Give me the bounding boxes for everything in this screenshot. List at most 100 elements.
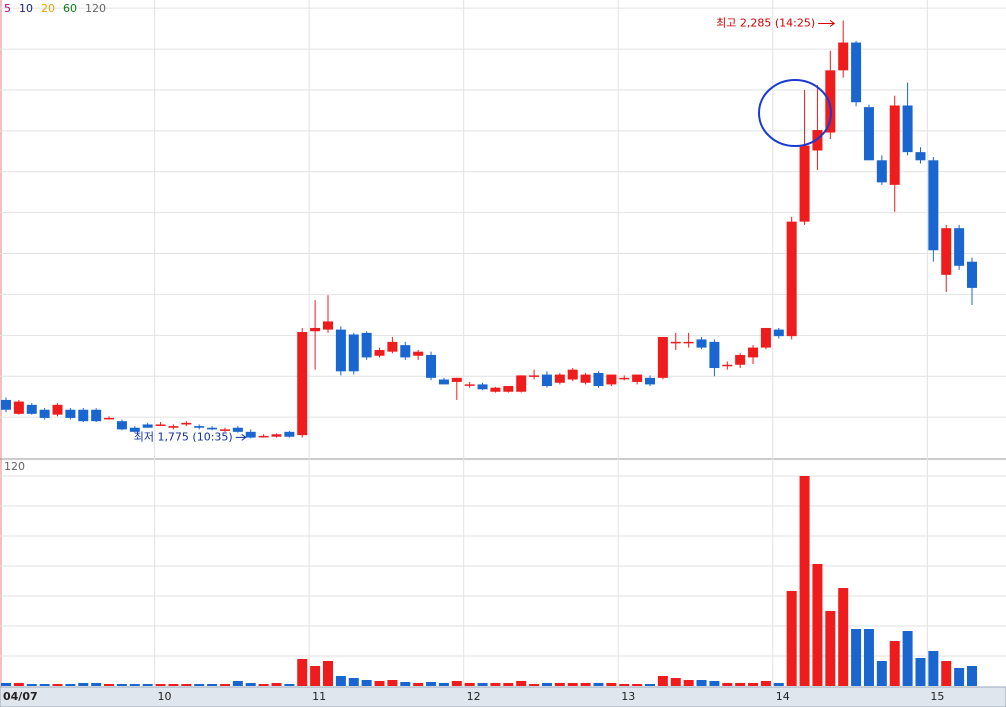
- volume-bar: [593, 683, 604, 686]
- candle-body: [606, 374, 617, 385]
- candle-body: [709, 341, 720, 369]
- candle-body: [155, 424, 166, 426]
- x-tick-label: 11: [312, 690, 326, 703]
- candle-body: [413, 351, 424, 356]
- volume-bar: [606, 683, 617, 686]
- candle-body: [477, 384, 488, 390]
- annotation-arrow: [818, 20, 836, 27]
- volume-bar: [361, 680, 372, 686]
- volume-bar: [477, 683, 488, 686]
- candle-body: [683, 341, 694, 344]
- candle-body: [902, 105, 913, 153]
- candle-body: [567, 369, 578, 380]
- x-tick-label: 15: [930, 690, 944, 703]
- volume-bar: [709, 681, 720, 686]
- x-tick-label: 13: [621, 690, 635, 703]
- volume-bar: [387, 680, 398, 686]
- candle-body: [271, 434, 282, 437]
- candle-body: [876, 160, 887, 183]
- volume-bar: [683, 680, 694, 686]
- volume-bar: [670, 678, 681, 686]
- volume-bar: [104, 684, 115, 686]
- volume-bar: [773, 683, 784, 686]
- candle-body: [954, 228, 965, 266]
- volume-bar: [181, 684, 192, 686]
- volume-bar: [799, 476, 810, 686]
- candle-body: [374, 350, 385, 356]
- candle-body: [258, 435, 269, 438]
- volume-bar: [438, 683, 449, 686]
- annotation-arrow: [235, 433, 247, 441]
- legend-label: 60: [63, 2, 77, 15]
- volume-bar: [760, 681, 771, 686]
- candle-body: [348, 334, 359, 372]
- candle-body: [52, 404, 63, 415]
- legend-label: 20: [41, 2, 55, 15]
- volume-bar: [632, 684, 643, 686]
- volume-bar: [735, 683, 746, 686]
- candle-body: [116, 421, 127, 430]
- volume-bar: [503, 683, 514, 686]
- candle-body: [735, 354, 746, 365]
- candle-body: [232, 427, 243, 432]
- candle-body: [335, 329, 346, 372]
- volume-bar: [323, 661, 333, 686]
- candle-body: [194, 426, 205, 428]
- candle-body: [696, 339, 707, 348]
- volume-bar: [374, 681, 385, 686]
- candle-body: [284, 431, 295, 437]
- candle-body: [825, 70, 836, 133]
- candle-body: [799, 145, 810, 222]
- candle-body: [593, 372, 604, 387]
- volume-bar: [13, 683, 24, 686]
- volume-bar: [825, 611, 836, 686]
- volume-bar: [284, 684, 295, 686]
- volume-bar: [954, 668, 965, 686]
- volume-bar: [1, 683, 11, 686]
- volume-bar: [297, 659, 308, 686]
- volume-bar: [889, 641, 900, 686]
- volume-bar: [541, 683, 552, 686]
- volume-bar: [722, 683, 733, 686]
- candle-body: [657, 336, 668, 378]
- volume-bar: [26, 684, 37, 686]
- volume-bar: [696, 680, 707, 686]
- candle-body: [503, 386, 514, 392]
- candle-body: [91, 409, 102, 422]
- candle-body: [580, 374, 591, 383]
- candle-body: [13, 401, 24, 414]
- candle-body: [554, 374, 565, 383]
- x-tick-label: 04/07: [3, 690, 38, 703]
- volume-bar: [928, 651, 939, 686]
- candle-body: [464, 384, 475, 386]
- candle-body: [245, 431, 256, 438]
- volume-bar: [645, 684, 655, 686]
- candle-body: [168, 426, 179, 428]
- volume-bar: [65, 684, 76, 686]
- volume-bar: [567, 683, 578, 686]
- volume-bar: [876, 661, 887, 686]
- legend-label: 10: [19, 2, 33, 15]
- candle-body: [310, 327, 321, 332]
- candle-body: [451, 377, 462, 382]
- volume-bar: [413, 683, 424, 686]
- x-tick-label: 14: [776, 690, 790, 703]
- volume-bar: [580, 683, 591, 686]
- volume-bar: [310, 666, 321, 686]
- candle-body: [400, 345, 411, 358]
- volume-bar: [786, 591, 797, 686]
- volume-bar: [207, 684, 218, 686]
- volume-bar: [194, 684, 205, 686]
- candle-body: [541, 374, 552, 387]
- volume-bar: [232, 681, 243, 686]
- candle-body: [361, 332, 372, 358]
- volume-bar: [39, 684, 50, 686]
- volume-bar: [529, 684, 540, 686]
- volume-bar: [851, 629, 862, 686]
- candle-body: [387, 341, 398, 352]
- volume-bar: [52, 684, 63, 686]
- candle-body: [760, 327, 771, 348]
- candle-body: [786, 221, 797, 337]
- volume-bar: [258, 684, 269, 686]
